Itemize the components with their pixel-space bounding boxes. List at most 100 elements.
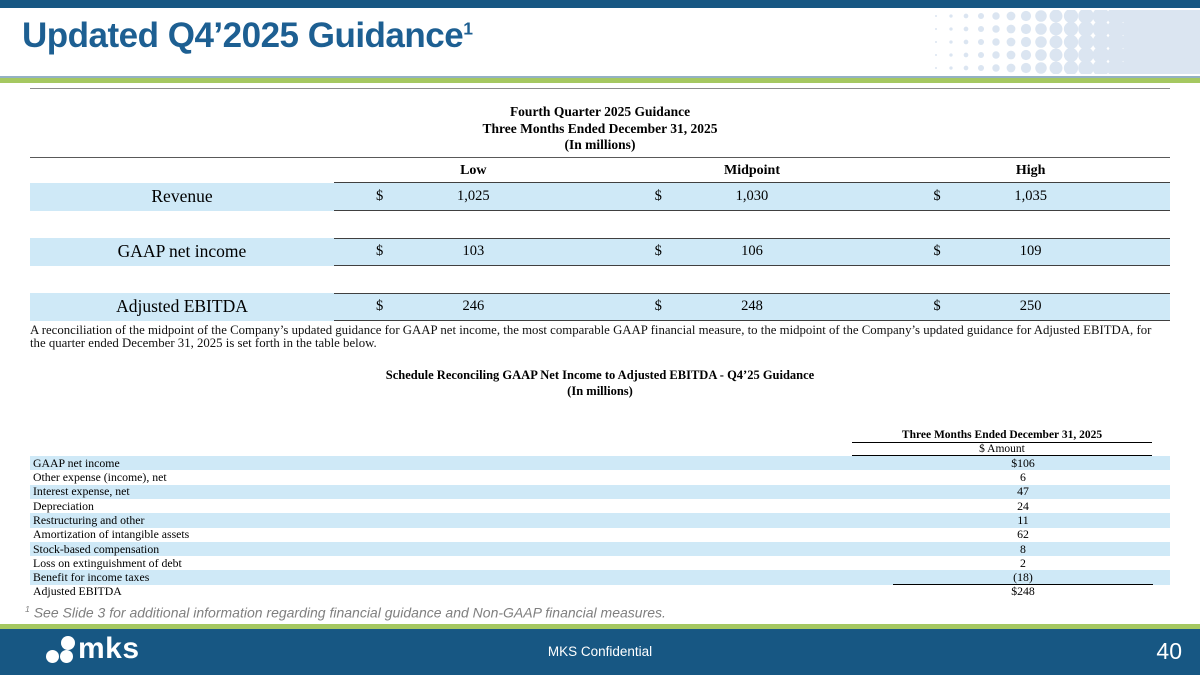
guidance-value: 106	[741, 243, 763, 259]
guidance-row-values: $1,025 $1,030 $1,035	[334, 182, 1170, 211]
guidance-value-cell-low: $246	[334, 294, 613, 320]
currency-symbol: $	[376, 187, 384, 204]
reconciliation-row-value: 62	[1017, 527, 1029, 542]
guidance-title-line1: Fourth Quarter 2025 Guidance	[509, 104, 691, 119]
guidance-table-top-rule	[30, 88, 1170, 89]
column-header-midpoint: Midpoint	[723, 162, 780, 178]
currency-symbol: $	[933, 298, 941, 314]
footnote-text: See Slide 3 for additional information r…	[29, 604, 666, 621]
page-number: 40	[1156, 638, 1182, 664]
reconciliation-row-value: 6	[1020, 470, 1026, 485]
reconciliation-row-value: $248	[1011, 584, 1035, 599]
guidance-value-cell-low: $1,025	[334, 183, 613, 210]
guidance-value-cell-midpoint: $248	[613, 294, 892, 320]
reconciliation-row-label: Interest expense, net	[33, 484, 130, 499]
guidance-table-rows: Revenue $1,025 $1,030 $1,035 GAAP net income…	[30, 182, 1170, 321]
guidance-value: 1,025	[457, 187, 490, 204]
guidance-row-values: $103 $106 $109	[334, 237, 1170, 266]
currency-symbol: $	[654, 187, 662, 204]
guidance-row-label: Adjusted EBITDA	[30, 292, 334, 321]
halftone-pattern	[932, 10, 1200, 74]
reconciliation-column-header: Three Months Ended December 31, 2025	[852, 429, 1152, 444]
confidential-label: MKS Confidential	[547, 644, 653, 659]
reconciliation-table-title: Schedule Reconciling GAAP Net Income to …	[30, 368, 1170, 399]
footnote-marker: 1	[25, 604, 30, 615]
reconciliation-row: GAAP net income $106	[30, 455, 1170, 471]
guidance-value-cell-midpoint: $106	[613, 239, 892, 265]
guidance-value-cell-midpoint: $1,030	[613, 183, 892, 210]
reconciliation-row: Amortization of intangible assets 62	[30, 527, 1170, 542]
guidance-row-label: Revenue	[30, 182, 334, 211]
reconciliation-row-value: 47	[1017, 484, 1029, 499]
column-header-low: Low	[460, 162, 487, 178]
guidance-row-label: GAAP net income	[30, 237, 334, 266]
column-header-high: High	[1015, 162, 1046, 178]
currency-symbol: $	[376, 298, 384, 314]
guidance-header-spacer	[30, 158, 334, 183]
reconciliation-row: Stock-based compensation 8	[30, 541, 1170, 557]
reconciliation-row-label: Restructuring and other	[33, 512, 145, 527]
reconciliation-row-value: 24	[1017, 498, 1029, 513]
reconciliation-title-line2: (In millions)	[567, 383, 633, 398]
guidance-row-values: $246 $248 $250	[334, 292, 1170, 321]
guidance-table-title: Fourth Quarter 2025 Guidance Three Month…	[30, 89, 1170, 154]
reconciliation-row-label: Loss on extinguishment of debt	[33, 555, 182, 570]
guidance-title-line3: (In millions)	[564, 137, 636, 152]
reconciliation-row: Interest expense, net 47	[30, 484, 1170, 499]
reconciliation-row: Restructuring and other 11	[30, 512, 1170, 528]
guidance-value-cell-high: $250	[891, 294, 1170, 320]
reconciliation-row: Depreciation 24	[30, 499, 1170, 513]
reconciliation-row: Adjusted EBITDA $248	[30, 584, 1170, 599]
reconciliation-row-value: 2	[1020, 555, 1026, 570]
reconciliation-table-rows: GAAP net income $106 Other expense (income…	[30, 456, 1170, 599]
mks-logo: mks	[30, 629, 160, 675]
guidance-value: 103	[462, 243, 485, 259]
guidance-value: 246	[462, 298, 485, 314]
page-title-text: Updated Q4’2025 Guidance	[22, 16, 464, 55]
currency-symbol: $	[376, 243, 384, 259]
reconciliation-row-label: GAAP net income	[33, 455, 120, 470]
reconciliation-row: Loss on extinguishment of debt 2	[30, 556, 1170, 570]
slide-footnote: 1 See Slide 3 for additional information…	[25, 604, 1170, 621]
reconciliation-row: Benefit for income taxes (18)	[30, 570, 1170, 585]
slide-content: Fourth Quarter 2025 Guidance Three Month…	[25, 88, 1170, 621]
guidance-row: GAAP net income $103 $106 $109	[30, 237, 1170, 266]
guidance-value-cell-high: $1,035	[891, 183, 1170, 210]
reconciliation-subheader: $ Amount	[852, 443, 1152, 457]
guidance-value: 109	[1019, 243, 1042, 259]
guidance-value: 250	[1019, 298, 1042, 314]
guidance-value-cell-low: $103	[334, 239, 613, 265]
mks-logo-text: mks	[78, 632, 140, 665]
page-title-footnote-marker: 1	[463, 18, 473, 39]
mks-logo-dot-icon	[61, 636, 75, 650]
reconciliation-row-value: 8	[1020, 541, 1026, 556]
guidance-value: 1,030	[735, 187, 769, 204]
currency-symbol: $	[933, 243, 941, 259]
slide-header: Updated Q4’2025 Guidance1	[0, 8, 1200, 76]
reconciliation-table: Three Months Ended December 31, 2025 $ A…	[30, 429, 1170, 599]
currency-symbol: $	[654, 243, 662, 259]
reconciliation-row-value: (18)	[893, 570, 1153, 585]
mks-logo-dot-icon	[46, 650, 59, 663]
reconciliation-row-label: Benefit for income taxes	[33, 570, 150, 585]
guidance-value: 248	[741, 298, 763, 314]
guidance-value: 1,035	[1014, 187, 1047, 204]
reconciliation-row-label: Adjusted EBITDA	[33, 584, 122, 599]
header-rule-green	[0, 78, 1200, 83]
footer-rule-green	[0, 624, 1200, 629]
mks-logo-dot-icon	[60, 650, 73, 663]
reconciliation-note: A reconciliation of the midpoint of the …	[30, 322, 1152, 351]
reconciliation-row-value: 11	[1017, 512, 1029, 527]
guidance-value-cell-high: $109	[891, 239, 1170, 265]
reconciliation-row-label: Depreciation	[33, 498, 94, 513]
reconciliation-row-value: $106	[1011, 455, 1035, 470]
reconciliation-title-line1: Schedule Reconciling GAAP Net Income to …	[385, 368, 815, 383]
top-accent-bar	[0, 0, 1200, 8]
reconciliation-row: Other expense (income), net 6	[30, 470, 1170, 484]
currency-symbol: $	[654, 298, 662, 314]
guidance-row: Revenue $1,025 $1,030 $1,035	[30, 182, 1170, 211]
guidance-header-cells: Low Midpoint High	[334, 158, 1170, 183]
page-title: Updated Q4’2025 Guidance1	[22, 16, 473, 56]
reconciliation-row-label: Stock-based compensation	[33, 541, 160, 556]
slide-footer: mks MKS Confidential 40	[0, 624, 1200, 675]
